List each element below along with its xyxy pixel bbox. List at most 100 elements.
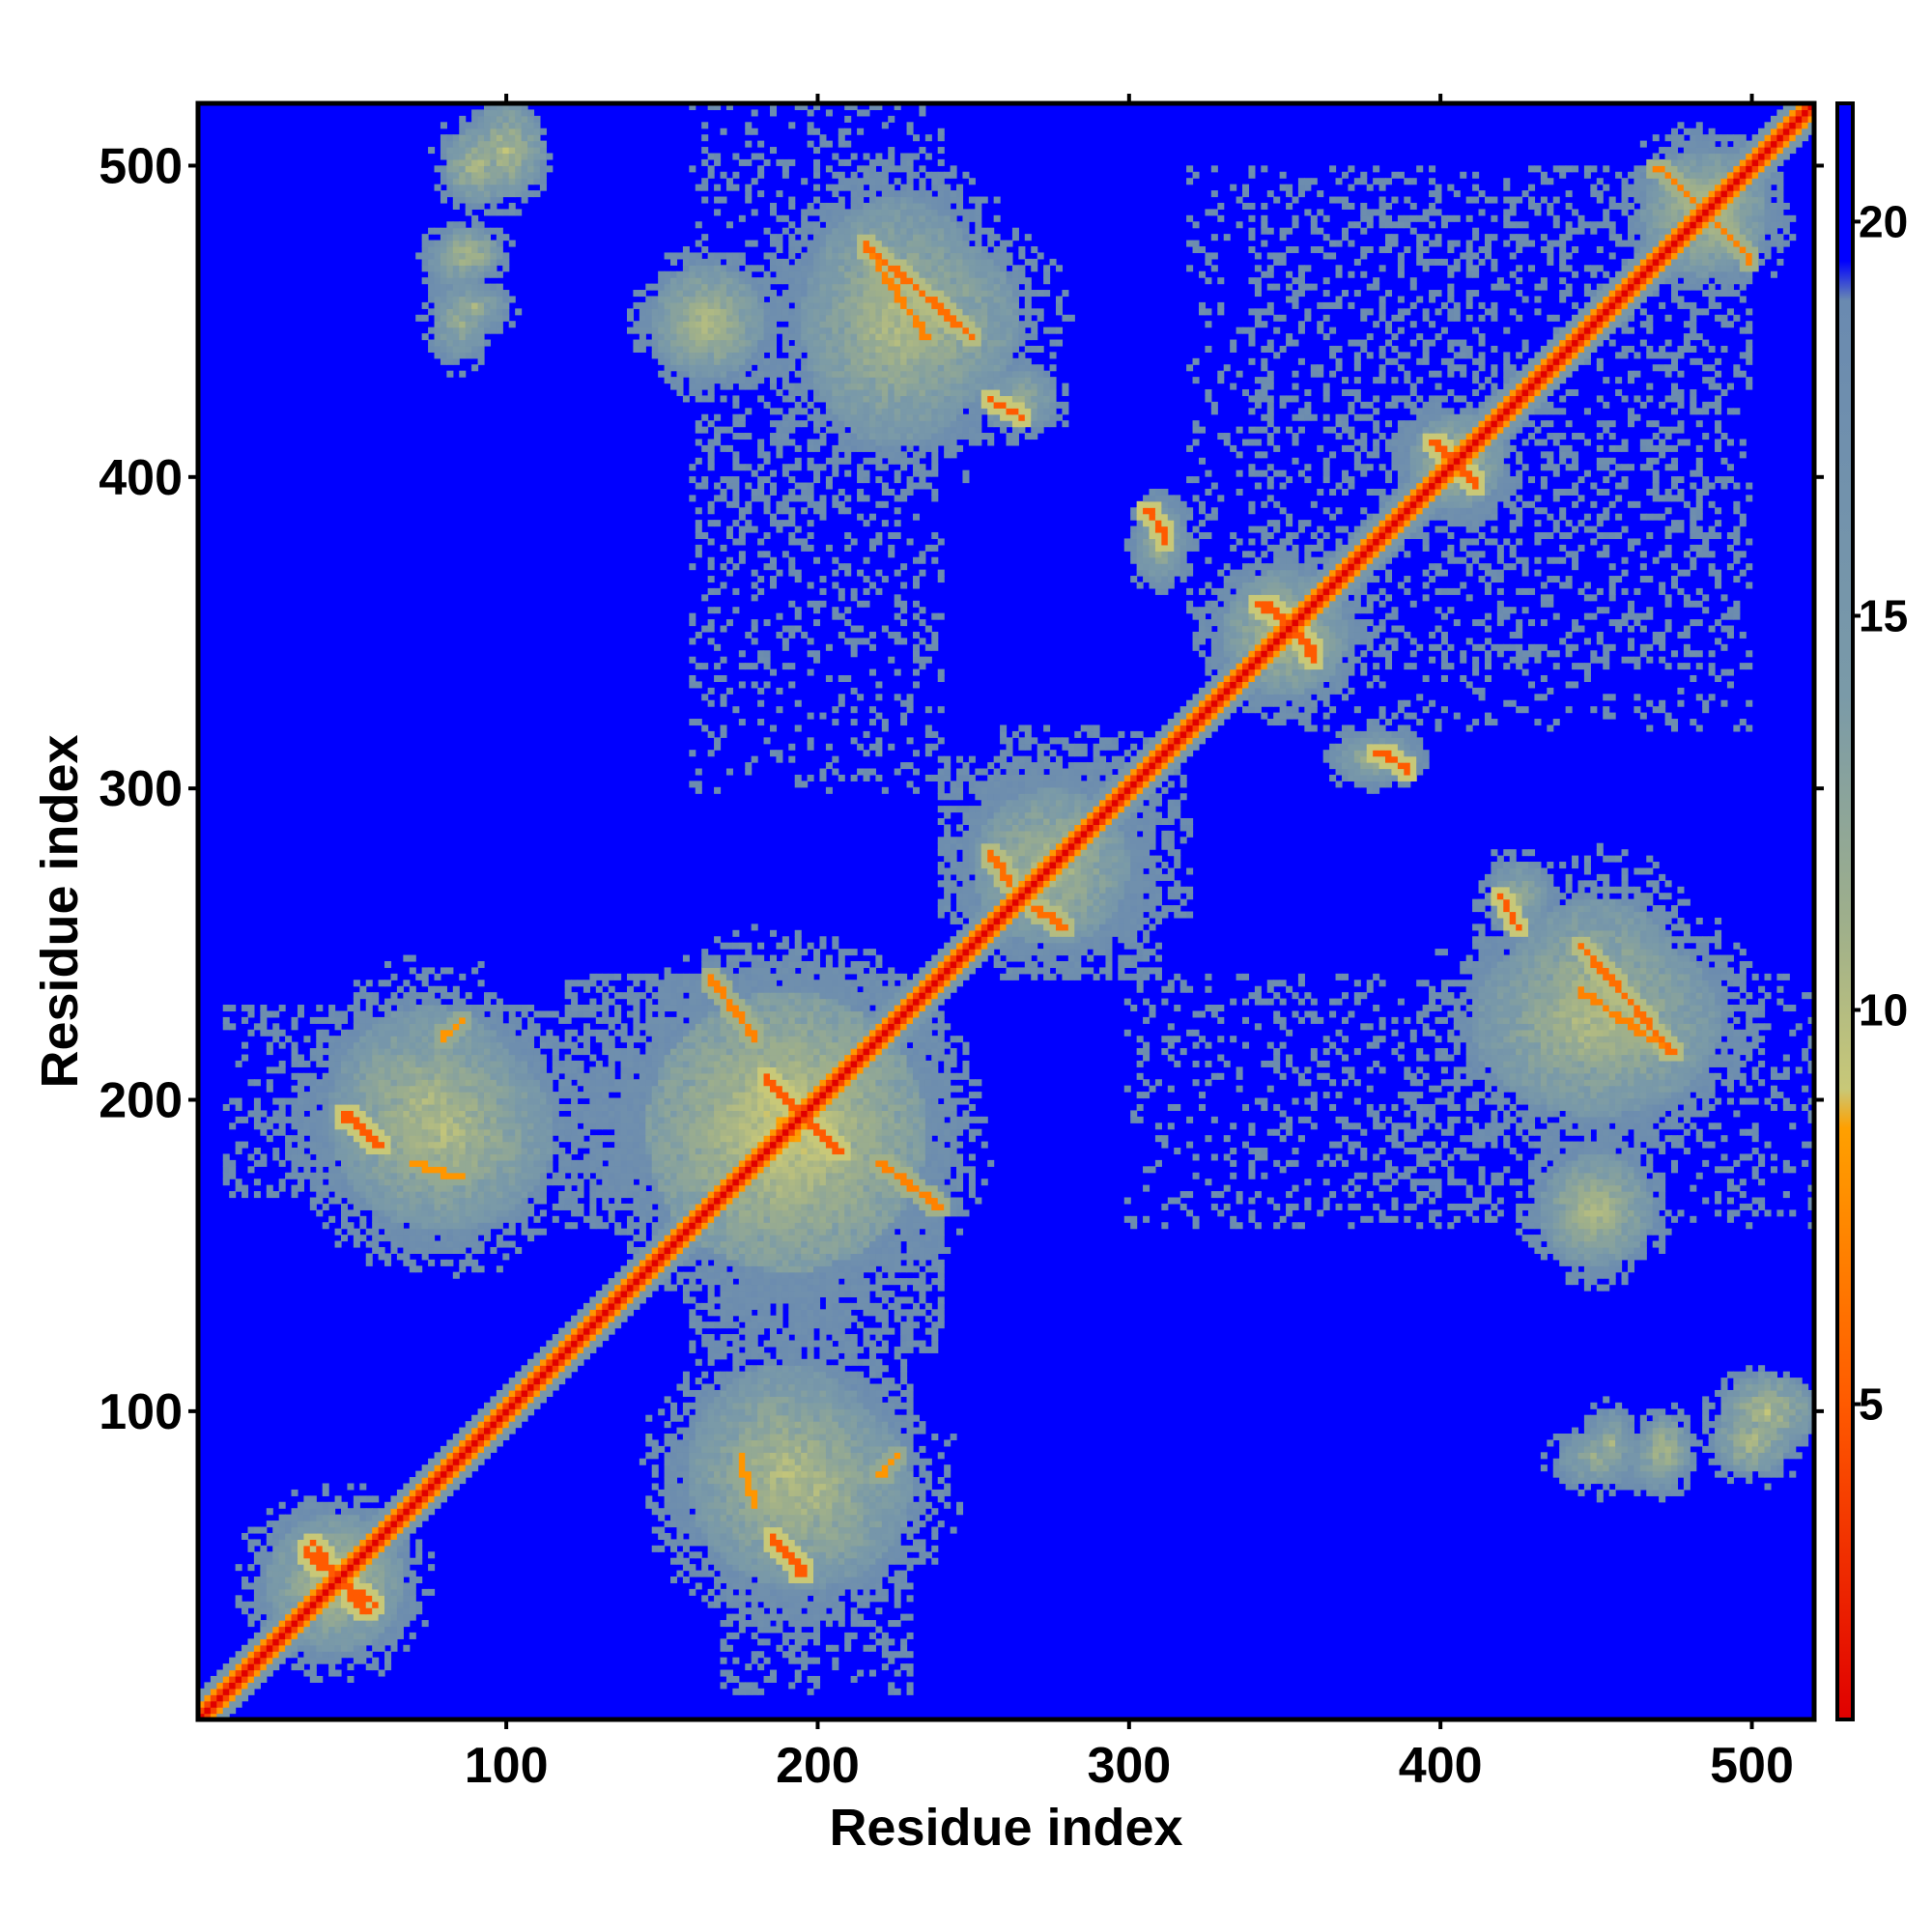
heatmap-cell [1572, 1209, 1579, 1217]
heatmap-cell [751, 1421, 758, 1429]
heatmap-cell [769, 1427, 778, 1435]
heatmap-cell [720, 1408, 727, 1416]
heatmap-cell [776, 1334, 783, 1342]
heatmap-cell [334, 1657, 342, 1664]
heatmap-cell [850, 1414, 858, 1422]
heatmap-cell [558, 1358, 566, 1366]
heatmap-cell [813, 1557, 821, 1565]
heatmap-cell [906, 1595, 914, 1603]
heatmap-cell [863, 1458, 870, 1465]
heatmap-cell [1639, 1477, 1647, 1485]
heatmap-cell [900, 1489, 908, 1496]
heatmap-cell [341, 1222, 349, 1230]
heatmap-cell [763, 1489, 771, 1496]
heatmap-cell [807, 1408, 814, 1416]
heatmap-cell [670, 1228, 678, 1236]
heatmap-cell [894, 1278, 901, 1286]
heatmap-cell [738, 1445, 746, 1453]
heatmap-cell [900, 1309, 908, 1317]
heatmap-cell [1634, 1215, 1641, 1223]
heatmap-cell [738, 1532, 746, 1540]
heatmap-cell [888, 1520, 895, 1528]
heatmap-cell [1565, 1470, 1573, 1478]
heatmap-cell [1559, 1240, 1567, 1248]
heatmap-cell [1472, 1203, 1480, 1210]
heatmap-cell [701, 1396, 709, 1404]
heatmap-cell [725, 1669, 733, 1677]
heatmap-cell [900, 1334, 908, 1342]
heatmap-cell [266, 1595, 273, 1603]
heatmap-cell [1547, 1235, 1554, 1242]
heatmap-cell [1615, 1235, 1623, 1242]
heatmap-cell [1621, 1240, 1629, 1248]
heatmap-cell [496, 1240, 503, 1248]
heatmap-cell [1534, 1240, 1542, 1248]
heatmap-cell [894, 1414, 901, 1422]
heatmap-cell [857, 1203, 865, 1210]
heatmap-cell [875, 1489, 883, 1496]
heatmap-cell [825, 1470, 833, 1478]
heatmap-cell [1453, 1215, 1461, 1223]
heatmap-cell [390, 1228, 398, 1236]
heatmap-cell [365, 1253, 373, 1261]
heatmap-cell [608, 1284, 615, 1292]
heatmap-cell [725, 1508, 733, 1516]
heatmap-cell [235, 1651, 242, 1659]
heatmap-cell [1491, 1215, 1498, 1223]
heatmap-cell [1179, 1203, 1187, 1210]
heatmap-cell [825, 1458, 833, 1465]
heatmap-cell [1627, 1197, 1634, 1205]
heatmap-cell [781, 1402, 789, 1409]
heatmap-cell [863, 1514, 870, 1521]
heatmap-cell [415, 1265, 423, 1273]
heatmap-cell [813, 1620, 821, 1628]
heatmap-cell [757, 1228, 765, 1236]
heatmap-cell [763, 1209, 771, 1217]
heatmap-cell [253, 1601, 261, 1608]
heatmap-cell [378, 1514, 385, 1521]
heatmap-cell [720, 1545, 727, 1552]
heatmap-cell [1621, 1278, 1629, 1286]
heatmap-cell [794, 1315, 802, 1322]
heatmap-cell [1248, 1215, 1256, 1223]
heatmap-cell [1715, 1427, 1722, 1435]
heatmap-cell [788, 1577, 796, 1584]
heatmap-cell [769, 1434, 778, 1441]
heatmap-cell [838, 1557, 845, 1565]
heatmap-cell [813, 1253, 821, 1261]
heatmap-cell [924, 1315, 932, 1322]
heatmap-cell [533, 1358, 541, 1366]
heatmap-cell [682, 1427, 690, 1435]
heatmap-cell [309, 1613, 317, 1621]
heatmap-cell [875, 1483, 883, 1491]
heatmap-cell [857, 1508, 865, 1516]
heatmap-cell [260, 1526, 268, 1534]
heatmap-cell [1770, 1452, 1777, 1460]
heatmap-cell [602, 1327, 610, 1335]
heatmap-cell [359, 1638, 367, 1646]
heatmap-cell [670, 1495, 678, 1503]
heatmap-cell [1596, 1495, 1604, 1503]
heatmap-cell [260, 1663, 268, 1671]
heatmap-cell [689, 1253, 696, 1261]
heatmap-cell [751, 1340, 758, 1348]
heatmap-cell [1677, 1452, 1685, 1460]
heatmap-cell [757, 1240, 765, 1248]
heatmap-cell [906, 1209, 914, 1217]
heatmap-cell [844, 1340, 852, 1348]
heatmap-cell [1572, 1427, 1579, 1435]
heatmap-cell [1373, 1203, 1380, 1210]
heatmap-cell [471, 1235, 479, 1242]
heatmap-cell [813, 1402, 821, 1409]
heatmap-cell [1702, 1445, 1710, 1453]
heatmap-cell [1583, 1464, 1591, 1472]
heatmap-cell [888, 1383, 895, 1391]
heatmap-cell [1764, 1402, 1772, 1409]
heatmap-cell [850, 1564, 858, 1572]
heatmap-cell [452, 1235, 460, 1242]
heatmap-cell [670, 1458, 678, 1465]
heatmap-cell [670, 1215, 678, 1223]
heatmap-cell [894, 1495, 901, 1503]
heatmap-cell [850, 1545, 858, 1552]
heatmap-cell [776, 1458, 783, 1465]
